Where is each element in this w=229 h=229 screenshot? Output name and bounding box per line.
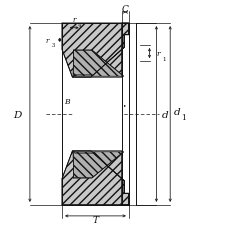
Text: r: r: [45, 37, 49, 45]
Polygon shape: [73, 77, 123, 152]
Polygon shape: [62, 151, 128, 205]
Text: a: a: [79, 127, 84, 134]
Polygon shape: [73, 51, 123, 77]
Text: r: r: [72, 16, 76, 24]
Text: 1: 1: [162, 56, 166, 61]
Text: r: r: [156, 50, 160, 58]
Text: 1: 1: [180, 113, 185, 121]
Polygon shape: [74, 24, 128, 78]
Text: d: d: [173, 108, 180, 117]
Polygon shape: [62, 24, 128, 78]
Text: r: r: [90, 78, 94, 86]
Text: B: B: [64, 98, 69, 105]
Text: 4: 4: [78, 22, 81, 27]
Polygon shape: [73, 152, 123, 178]
Text: C: C: [121, 5, 128, 14]
Text: 2: 2: [96, 85, 100, 90]
Polygon shape: [74, 151, 128, 205]
Text: d: d: [162, 110, 168, 119]
Text: 3: 3: [51, 43, 54, 48]
Text: D: D: [13, 110, 21, 119]
Text: T: T: [92, 215, 98, 224]
